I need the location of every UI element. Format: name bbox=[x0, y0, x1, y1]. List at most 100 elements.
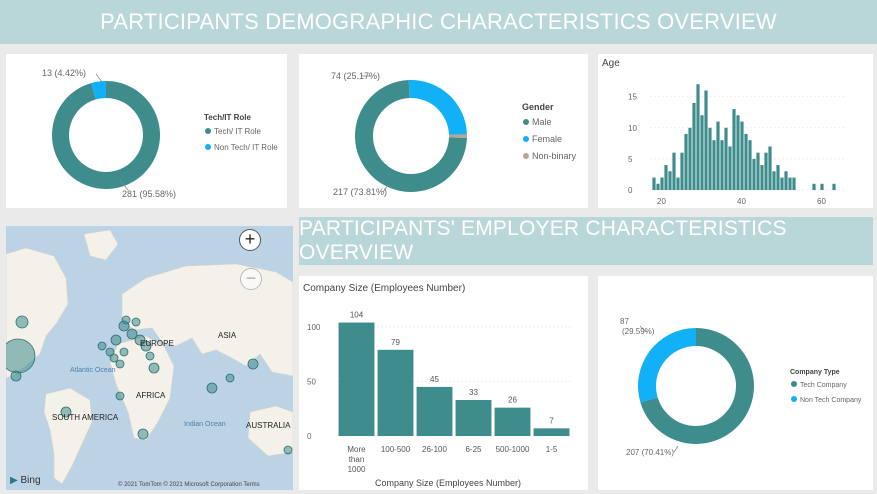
age-bar[interactable] bbox=[820, 183, 824, 190]
age-bar[interactable] bbox=[692, 102, 696, 190]
age-bar[interactable] bbox=[748, 140, 752, 190]
employer-section-title: PARTICIPANTS' EMPLOYER CHARACTERISTICS O… bbox=[299, 217, 787, 264]
company-size-bar[interactable] bbox=[377, 349, 414, 436]
age-bar[interactable] bbox=[792, 177, 796, 190]
company-size-category-label: 6-25 bbox=[465, 445, 482, 454]
map-zoom-in-button[interactable]: + bbox=[239, 229, 261, 251]
age-bar[interactable] bbox=[732, 109, 736, 190]
age-bar[interactable] bbox=[784, 171, 788, 190]
map-bubble[interactable] bbox=[110, 334, 122, 346]
legend-item-male: Male bbox=[532, 117, 552, 127]
map-bubble-north-america-large[interactable] bbox=[6, 338, 36, 374]
participants-world-map[interactable]: EUROPE ASIA AFRICA SOUTH AMERICA AUSTRAL… bbox=[6, 226, 293, 490]
age-bar[interactable] bbox=[680, 152, 684, 190]
age-bar[interactable] bbox=[660, 177, 664, 190]
bing-logo: ▶ Bing bbox=[10, 475, 41, 486]
company-size-xlabel: Company Size (Employees Number) bbox=[375, 478, 521, 488]
tech-role-donut-card[interactable]: 13 (4.42%) 281 (95.58%) Tech/IT Role Tec… bbox=[6, 54, 287, 208]
age-bar[interactable] bbox=[768, 146, 772, 190]
age-bar[interactable] bbox=[656, 183, 660, 190]
legend-item-tech-company: Tech Company bbox=[800, 382, 847, 389]
map-bubble[interactable] bbox=[137, 428, 149, 440]
map-bubble[interactable] bbox=[247, 358, 259, 370]
map-bubble[interactable] bbox=[225, 373, 235, 383]
age-bar[interactable] bbox=[780, 177, 784, 190]
age-bar[interactable] bbox=[744, 134, 748, 190]
age-bar[interactable] bbox=[728, 146, 732, 190]
age-bar[interactable] bbox=[720, 140, 724, 190]
tech-role-label-nontech: 13 (4.42%) bbox=[42, 68, 86, 78]
donut-slice-non-tech-it-role[interactable] bbox=[91, 81, 106, 100]
age-ytick-label: 0 bbox=[628, 186, 633, 195]
company-size-bar[interactable] bbox=[338, 322, 375, 436]
age-bar[interactable] bbox=[832, 183, 836, 190]
map-bubble[interactable] bbox=[115, 359, 125, 369]
map-bubble[interactable] bbox=[131, 317, 141, 327]
company-size-category-label: 500-1000 bbox=[496, 445, 530, 454]
map-bubble[interactable] bbox=[60, 406, 72, 418]
donut-slice-female[interactable] bbox=[408, 80, 467, 135]
map-bubble[interactable] bbox=[126, 328, 138, 340]
age-bar[interactable] bbox=[708, 127, 712, 190]
company-size-bar[interactable] bbox=[533, 428, 570, 436]
age-bar[interactable] bbox=[676, 177, 680, 190]
company-size-bar-chart: Company Size (Employees Number) 0 50 100 1… bbox=[303, 283, 571, 488]
map-label-asia: ASIA bbox=[218, 331, 237, 340]
company-size-bar[interactable] bbox=[494, 407, 531, 436]
donut-slice-non-binary[interactable] bbox=[448, 134, 467, 138]
company-size-card[interactable]: Company Size (Employees Number) 0 50 100 1… bbox=[299, 276, 588, 490]
company-size-category-label: More bbox=[347, 445, 366, 454]
map-bubble[interactable] bbox=[140, 340, 152, 352]
age-bar[interactable] bbox=[772, 171, 776, 190]
age-bar[interactable] bbox=[788, 177, 792, 190]
donut-slice-non-tech-company[interactable] bbox=[638, 328, 696, 403]
age-bar[interactable] bbox=[764, 152, 768, 190]
donut-slice-male[interactable] bbox=[355, 80, 467, 192]
age-bar[interactable] bbox=[712, 140, 716, 190]
age-bar[interactable] bbox=[704, 90, 708, 190]
map-bubble[interactable] bbox=[15, 315, 29, 329]
age-bar[interactable] bbox=[812, 183, 816, 190]
company-size-category-label: 26-100 bbox=[422, 445, 447, 454]
map-zoom-out-button[interactable]: − bbox=[240, 268, 262, 290]
company-type-donut-card[interactable]: 87 (29.59%) 207 (70.41%) Company Type Te… bbox=[598, 276, 873, 490]
age-bar[interactable] bbox=[664, 165, 668, 190]
age-bar[interactable] bbox=[668, 171, 672, 190]
gender-donut-card[interactable]: 74 (25.17%) 217 (73.81%) Gender Male Fem… bbox=[299, 54, 588, 208]
company-size-category-label: 100-500 bbox=[381, 445, 411, 454]
age-xtick-label: 20 bbox=[657, 197, 666, 206]
company-size-ytick-label: 100 bbox=[307, 323, 321, 332]
company-size-bar[interactable] bbox=[416, 386, 453, 436]
map-bubble[interactable] bbox=[115, 391, 125, 401]
age-bar[interactable] bbox=[760, 165, 764, 190]
map-bubble[interactable] bbox=[109, 353, 119, 363]
map-bubble[interactable] bbox=[283, 445, 293, 455]
age-bar[interactable] bbox=[724, 127, 728, 190]
age-bar[interactable] bbox=[652, 177, 656, 190]
age-xtick-label: 60 bbox=[817, 197, 826, 206]
age-bar[interactable] bbox=[700, 115, 704, 190]
age-bar[interactable] bbox=[776, 165, 780, 190]
donut-slice-tech-company[interactable] bbox=[640, 328, 754, 444]
age-bar[interactable] bbox=[740, 121, 744, 190]
map-bubble[interactable] bbox=[121, 315, 131, 325]
age-bar[interactable] bbox=[716, 121, 720, 190]
age-bar[interactable] bbox=[672, 152, 676, 190]
map-bubble[interactable] bbox=[105, 347, 115, 357]
map-bubble[interactable] bbox=[206, 382, 218, 394]
age-histogram-card[interactable]: Age 0 5 10 15 20 40 60 bbox=[598, 54, 873, 208]
age-bar[interactable] bbox=[688, 127, 692, 190]
map-bubble[interactable] bbox=[119, 347, 129, 357]
map-bubble[interactable] bbox=[145, 351, 155, 361]
age-bar[interactable] bbox=[684, 134, 688, 190]
age-bar[interactable] bbox=[756, 152, 760, 190]
map-bubble[interactable] bbox=[148, 362, 160, 374]
age-bar[interactable] bbox=[696, 84, 700, 190]
donut-slice-tech-it-role[interactable] bbox=[52, 81, 160, 189]
age-bar[interactable] bbox=[736, 115, 740, 190]
company-size-bar[interactable] bbox=[455, 400, 492, 436]
map-bubble[interactable] bbox=[10, 370, 22, 382]
world-map-canvas: EUROPE ASIA AFRICA SOUTH AMERICA AUSTRAL… bbox=[6, 229, 293, 485]
age-bar[interactable] bbox=[752, 158, 756, 190]
map-bubble[interactable] bbox=[97, 341, 107, 351]
